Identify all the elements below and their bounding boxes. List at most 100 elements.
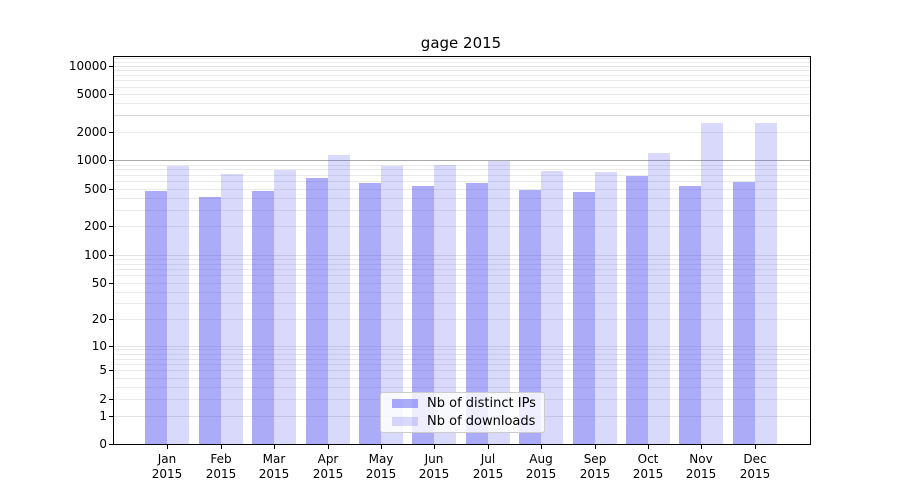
x-tick-mark <box>701 445 702 449</box>
grid-line <box>114 70 810 71</box>
x-tick-mark <box>488 445 489 449</box>
grid-line <box>114 226 810 227</box>
y-tick-mark <box>109 226 113 227</box>
bar-downloads <box>328 155 350 444</box>
legend-swatch-distinct-ips <box>392 399 418 408</box>
bar-downloads <box>381 166 403 444</box>
x-tick-label: Dec 2015 <box>739 452 771 481</box>
grid-line <box>114 132 810 133</box>
bar-downloads <box>648 153 670 444</box>
y-tick-label: 10000 <box>68 59 107 73</box>
y-tick-mark <box>109 255 113 256</box>
bar-distinct-ips <box>626 176 648 444</box>
y-tick-mark <box>109 66 113 67</box>
x-tick-label: Jan 2015 <box>151 452 183 481</box>
x-tick-label: May 2015 <box>365 452 397 481</box>
bar-distinct-ips <box>252 191 274 444</box>
grid-line <box>114 210 810 211</box>
x-tick-mark <box>381 445 382 449</box>
x-tick-label: Aug 2015 <box>525 452 557 481</box>
bar-downloads <box>167 166 189 444</box>
grid-line <box>114 87 810 88</box>
bar-distinct-ips <box>199 197 221 444</box>
y-tick-label: 2000 <box>76 125 107 139</box>
bar-downloads <box>541 171 563 444</box>
bar-distinct-ips <box>679 186 701 444</box>
grid-line <box>114 255 810 256</box>
y-tick-mark <box>109 319 113 320</box>
y-tick-label: 1 <box>99 409 107 423</box>
bar-downloads <box>274 170 296 444</box>
y-tick-label: 20 <box>91 312 107 326</box>
bar-distinct-ips <box>412 186 434 444</box>
bar-distinct-ips <box>466 183 488 444</box>
x-tick-mark <box>274 445 275 449</box>
grid-line <box>114 165 810 166</box>
x-tick-mark <box>541 445 542 449</box>
grid-line <box>114 359 810 360</box>
grid-line <box>114 189 810 190</box>
y-tick-label: 1000 <box>76 153 107 167</box>
y-tick-label: 5000 <box>76 87 107 101</box>
grid-line <box>114 292 810 293</box>
bar-downloads <box>701 123 723 444</box>
bar-downloads <box>434 165 456 444</box>
bar-distinct-ips <box>519 190 541 444</box>
grid-line <box>114 80 810 81</box>
grid-line <box>114 364 810 365</box>
bar-downloads <box>221 174 243 444</box>
bar-distinct-ips <box>573 192 595 444</box>
y-tick-mark <box>109 94 113 95</box>
bar-downloads <box>755 123 777 444</box>
grid-line <box>114 387 810 388</box>
bar-distinct-ips <box>145 191 167 444</box>
y-tick-label: 500 <box>84 182 107 196</box>
grid-line <box>114 283 810 284</box>
x-tick-mark <box>221 445 222 449</box>
x-tick-mark <box>595 445 596 449</box>
grid-line <box>114 354 810 355</box>
legend-item-downloads: Nb of downloads <box>389 413 536 429</box>
grid-line <box>114 370 810 371</box>
grid-line <box>114 175 810 176</box>
y-tick-mark <box>109 346 113 347</box>
y-tick-label: 5 <box>99 363 107 377</box>
grid-line <box>114 58 810 59</box>
y-tick-label: 10 <box>91 339 107 353</box>
grid-line <box>114 275 810 276</box>
x-tick-label: Sep 2015 <box>579 452 611 481</box>
grid-line <box>114 378 810 379</box>
bar-distinct-ips <box>359 183 381 444</box>
legend-label-distinct-ips: Nb of distinct IPs <box>427 395 536 411</box>
bar-distinct-ips <box>733 182 755 444</box>
legend: Nb of distinct IPs Nb of downloads <box>380 392 545 433</box>
x-tick-label: Oct 2015 <box>632 452 664 481</box>
grid-line <box>114 66 810 67</box>
y-tick-mark <box>109 416 113 417</box>
legend-item-distinct-ips: Nb of distinct IPs <box>389 395 536 411</box>
y-tick-mark <box>109 444 113 445</box>
y-tick-mark <box>109 189 113 190</box>
legend-label-downloads: Nb of downloads <box>427 413 536 429</box>
x-tick-label: Apr 2015 <box>312 452 344 481</box>
grid-line <box>114 169 810 170</box>
bar-downloads <box>488 161 510 444</box>
y-tick-label: 50 <box>91 276 107 290</box>
grid-line <box>114 303 810 304</box>
bar-distinct-ips <box>306 178 328 444</box>
x-tick-label: Jul 2015 <box>472 452 504 481</box>
x-tick-mark <box>328 445 329 449</box>
y-tick-mark <box>109 283 113 284</box>
x-tick-mark <box>167 445 168 449</box>
legend-swatch-downloads <box>392 417 418 426</box>
grid-line <box>114 115 810 116</box>
grid-line <box>114 75 810 76</box>
x-tick-mark <box>648 445 649 449</box>
x-tick-label: Nov 2015 <box>685 452 717 481</box>
grid-line <box>114 349 810 350</box>
grid-line <box>114 319 810 320</box>
grid-line <box>114 264 810 265</box>
grid-line <box>114 346 810 347</box>
grid-line <box>114 160 810 161</box>
